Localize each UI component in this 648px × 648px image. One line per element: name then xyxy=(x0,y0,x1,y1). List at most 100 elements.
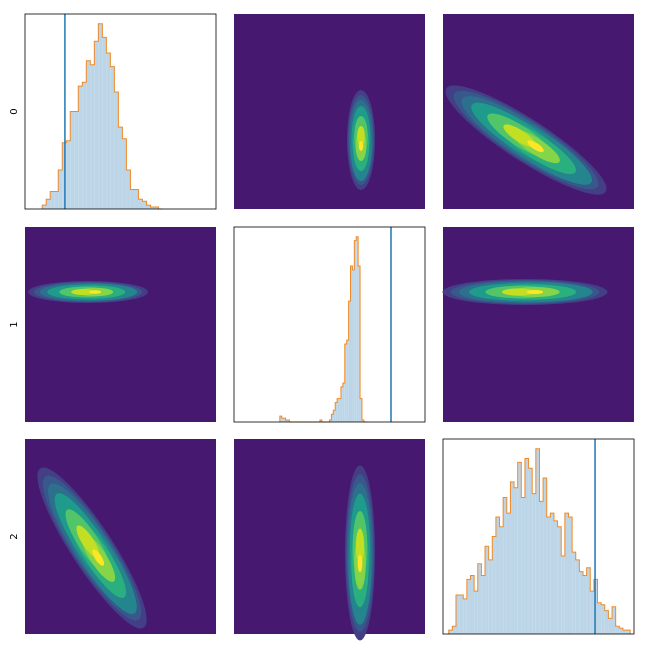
hist-bar xyxy=(474,591,478,634)
hist-bar xyxy=(283,418,286,422)
hist-bar xyxy=(553,520,558,634)
contour xyxy=(527,140,544,153)
hist-bar xyxy=(597,602,602,634)
hist-bar xyxy=(110,66,115,210)
hist-bar xyxy=(134,189,139,209)
hist-bar xyxy=(118,127,123,209)
hist-bar xyxy=(466,579,471,634)
hist-bar xyxy=(358,266,361,422)
hist-bar xyxy=(319,420,322,422)
hist-bar xyxy=(517,462,522,634)
hist-bar xyxy=(335,402,338,422)
hist-bar xyxy=(337,398,340,422)
hist-bar xyxy=(524,458,529,634)
hist-bar xyxy=(361,420,364,422)
hist-bar xyxy=(495,517,500,634)
contour xyxy=(357,554,363,573)
hist-bar xyxy=(138,199,143,209)
hist-bar xyxy=(543,478,547,634)
hist-bar xyxy=(333,410,336,422)
hist-bar xyxy=(572,552,576,634)
hist-bar xyxy=(354,240,357,422)
hist-bar xyxy=(50,191,55,209)
hist-bar xyxy=(604,610,609,634)
hist-bar xyxy=(146,205,151,209)
hist-bar xyxy=(455,595,460,634)
hist-bar xyxy=(348,301,351,422)
axes-frame xyxy=(233,226,426,423)
hist-bar xyxy=(346,340,349,422)
hist-bar xyxy=(590,591,594,634)
hist-bar xyxy=(70,111,75,209)
hist-bar xyxy=(329,420,332,422)
hist-bar xyxy=(550,513,554,634)
hist-bar xyxy=(521,497,525,634)
density-background xyxy=(443,227,634,422)
hist-bar xyxy=(94,41,99,209)
hist-bar xyxy=(352,269,355,422)
hist-bar xyxy=(622,630,627,634)
hist-bar xyxy=(575,559,580,634)
hist-bar xyxy=(339,398,341,422)
hist-bar xyxy=(122,138,127,209)
hist-bar xyxy=(150,207,155,209)
contour xyxy=(358,141,364,151)
hist-bar xyxy=(90,64,95,209)
hist-bar xyxy=(514,487,518,634)
hist-bar xyxy=(459,595,464,634)
hist-bar xyxy=(557,526,562,634)
hist-bar xyxy=(579,571,584,634)
hist-bar xyxy=(503,497,507,634)
hist-bar xyxy=(342,383,345,422)
hist-bar xyxy=(452,626,456,634)
hist-bar xyxy=(46,199,51,209)
hist-bar xyxy=(492,536,496,634)
hist-bar xyxy=(78,86,83,209)
hist-bar xyxy=(601,604,605,634)
hist-bar xyxy=(561,556,565,634)
hist-outline xyxy=(41,23,163,210)
axes-frame xyxy=(442,438,635,635)
hist-bar xyxy=(615,626,620,634)
density-background xyxy=(234,14,425,209)
hist-bar xyxy=(130,189,135,209)
row-label: 0 xyxy=(9,108,20,114)
contour xyxy=(355,528,365,564)
hist-bar xyxy=(74,111,79,209)
density-contours xyxy=(347,90,375,190)
contour xyxy=(92,549,105,566)
hist-bar xyxy=(586,567,591,634)
axes-frame xyxy=(24,13,217,210)
hist-bar xyxy=(499,526,504,634)
row-label: 2 xyxy=(9,533,20,539)
hist-bar xyxy=(510,481,515,634)
hist-bar xyxy=(106,53,111,209)
hist-bar xyxy=(488,559,493,634)
hist-bar xyxy=(82,82,87,209)
hist-bar xyxy=(608,618,613,634)
hist-bar xyxy=(54,191,59,209)
axes-background xyxy=(234,227,425,422)
density-contours xyxy=(445,85,607,195)
hist-bar xyxy=(66,140,71,209)
hist-bar xyxy=(528,468,533,634)
hist-bar xyxy=(448,630,453,634)
hist-bar xyxy=(568,517,573,634)
hist-bar xyxy=(285,420,288,422)
hist-bar xyxy=(281,418,284,422)
hist-bar xyxy=(539,501,544,634)
hist-bar xyxy=(142,201,147,209)
density-contours xyxy=(37,467,147,629)
hist-bar xyxy=(463,598,467,634)
hist-bar xyxy=(470,575,475,634)
contour xyxy=(501,288,535,296)
density-background xyxy=(234,439,425,634)
hist-bar xyxy=(114,92,119,209)
hist-bar xyxy=(154,207,159,209)
density-contours xyxy=(28,281,148,303)
hist-bar xyxy=(546,517,551,634)
hist-outline xyxy=(448,448,631,634)
hist-bar xyxy=(535,448,540,634)
density-contours xyxy=(442,279,608,305)
